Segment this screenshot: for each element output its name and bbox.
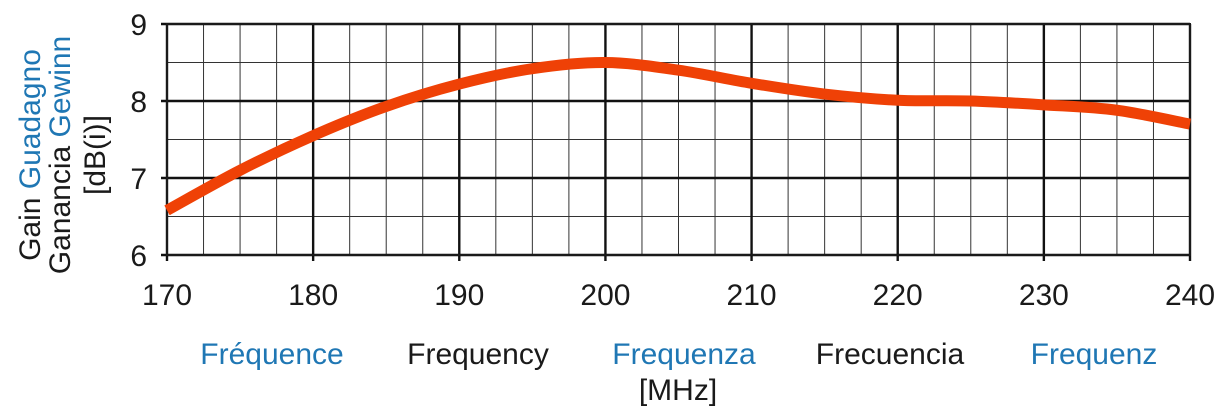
x-tick-label: 230 (1019, 279, 1069, 312)
y-tick-label: 6 (130, 240, 147, 273)
x-tick-label: 170 (142, 279, 192, 312)
y-axis-label-line: Gain Guadagno (14, 49, 47, 261)
major-gridlines (161, 22, 1192, 261)
x-axis-label: Fréquence Frequency Frequenza Frecuencia Fre… (200, 338, 1157, 407)
x-tick-label: 190 (434, 279, 484, 312)
x-tick-label: 200 (580, 279, 630, 312)
x-axis-unit-label: [MHz] (639, 374, 717, 407)
y-tick-label: 8 (130, 86, 147, 119)
y-axis-label-word: Gewinn (44, 36, 77, 146)
x-axis-label-word: Fréquence (200, 338, 343, 371)
y-tick-labels: 6 7 8 9 (130, 9, 147, 273)
x-axis-label-word: Frequenza (612, 338, 756, 371)
x-tick-label: 210 (727, 279, 777, 312)
x-tick-labels: 170 180 190 200 210 220 230 240 (142, 279, 1215, 312)
y-axis-label-word: [dB(i)] (79, 115, 112, 195)
x-tick-label: 180 (288, 279, 338, 312)
y-axis-label-word: Gain (14, 198, 47, 261)
minor-gridlines (166, 23, 1191, 256)
y-tick-label: 9 (130, 9, 147, 42)
x-tick-label: 240 (1165, 279, 1215, 312)
y-tick-label: 7 (130, 163, 147, 196)
x-axis-label-word: Frecuencia (816, 338, 965, 371)
y-axis-label-word: Ganancia (44, 146, 77, 275)
x-tick-label: 220 (873, 279, 923, 312)
y-axis-label-word: Guadagno (14, 49, 47, 197)
y-axis-label-line: [dB(i)] (79, 115, 112, 195)
x-axis-label-word: Frequency (407, 338, 549, 371)
plot-frame (166, 23, 1191, 256)
gain-curve-series-0 (164, 56, 1192, 216)
series-layer (164, 56, 1192, 216)
x-axis-label-word: Frequenz (1031, 338, 1158, 371)
y-axis-label-line: Ganancia Gewinn (44, 36, 77, 275)
